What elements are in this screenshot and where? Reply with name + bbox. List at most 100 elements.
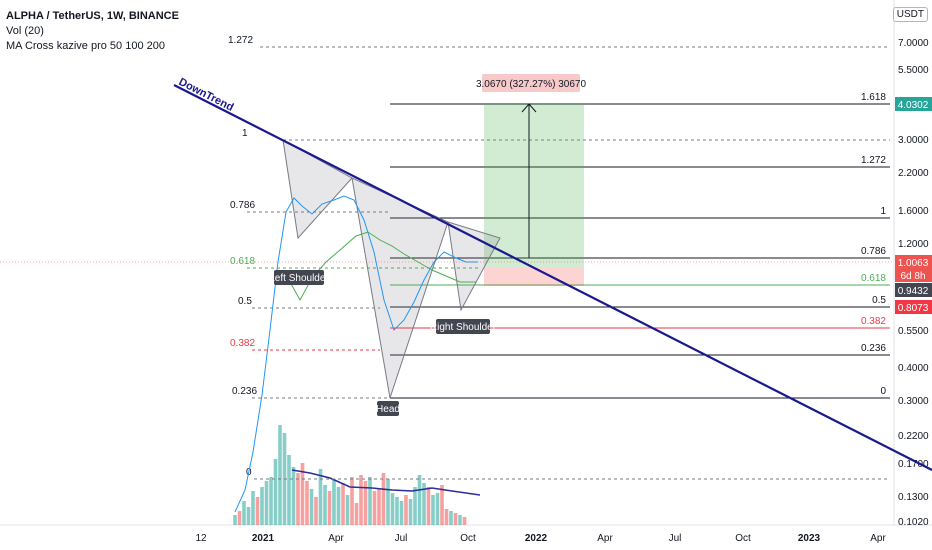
price-tick-label: 7.0000 [898, 38, 929, 49]
volume-bar [453, 513, 458, 525]
volume-ma-line [291, 469, 481, 496]
volume-bar [264, 481, 269, 525]
volume-bar [233, 515, 237, 525]
time-tick-label: 12 [195, 533, 207, 544]
volume-bar [309, 489, 314, 525]
stop-loss-zone [484, 267, 584, 286]
fib-left-level-label: 1.272 [228, 35, 253, 46]
head-label-box [377, 401, 399, 416]
volume-bar [291, 467, 296, 525]
volume-bar [255, 497, 260, 525]
fib-left-level-label: 0.382 [230, 338, 255, 349]
volume-bar [323, 485, 327, 525]
time-tick-label: Jul [395, 533, 408, 544]
fib-right-level-label: 0.786 [861, 246, 886, 257]
price-tick-label: 2.2000 [898, 168, 929, 179]
volume-bar [327, 491, 332, 525]
price-badge-label: 0.9432 [898, 286, 929, 297]
time-tick-label: Apr [597, 533, 613, 544]
volume-bar [404, 495, 408, 525]
price-badge [895, 283, 932, 297]
volume-bar [350, 477, 354, 525]
volume-bar [359, 475, 363, 525]
price-tick-label: 0.4000 [898, 363, 929, 374]
fib-right-level-label: 0.382 [861, 316, 886, 327]
symbol-title[interactable]: ALPHA / TetherUS, 1W, BINANCE [6, 10, 179, 22]
volume-bar [444, 509, 449, 525]
time-tick-label: Oct [735, 533, 751, 544]
price-tick-label: 0.1300 [898, 492, 929, 503]
price-tick-label: 1.2000 [898, 239, 929, 250]
volume-bar [422, 483, 426, 525]
fib-right-level-label: 0.618 [861, 273, 886, 284]
target-profit-zone [484, 104, 584, 267]
price-tick-label: 3.0000 [898, 135, 929, 146]
currency-button[interactable]: USDT [892, 7, 928, 22]
volume-bar [372, 491, 377, 525]
volume-bar [332, 479, 336, 525]
fib-right-level-label: 0 [880, 386, 886, 397]
price-badge-label: 0.8073 [898, 303, 929, 314]
volume-bar [341, 483, 345, 525]
volume-bar [246, 507, 251, 525]
left-shoulder-label: Left Shoulder [269, 273, 329, 284]
ma-cross-indicator-label[interactable]: MA Cross kazive pro 50 100 200 [6, 40, 165, 52]
volume-bar [318, 469, 323, 525]
target-label-text: 3.0670 (327.27%) 30670 [476, 79, 587, 90]
fib-right-level-label: 0.236 [861, 343, 886, 354]
volume-bar [296, 473, 300, 525]
volume-bar [305, 481, 309, 525]
volume-bar [300, 463, 305, 525]
price-tick-label: 1.6000 [898, 206, 929, 217]
volume-bar [251, 491, 255, 525]
volume-bar [314, 497, 318, 525]
volume-bar [269, 477, 273, 525]
fib-left-level-label: 0.786 [230, 200, 255, 211]
volume-bar [377, 489, 381, 525]
volume-bar [336, 487, 341, 525]
downtrend-line [173, 84, 932, 471]
time-tick-label: Apr [328, 533, 344, 544]
volume-bar [386, 479, 390, 525]
price-badge [895, 268, 932, 282]
volume-bar [426, 487, 431, 525]
volume-bar [242, 501, 246, 525]
time-tick-label: Jul [669, 533, 682, 544]
volume-bar [395, 497, 399, 525]
volume-bar [440, 485, 444, 525]
price-badge [895, 97, 932, 111]
time-tick-label: 2023 [798, 533, 821, 544]
price-tick-label: 0.5500 [898, 326, 929, 337]
fib-left-level-label: 0.618 [230, 256, 255, 267]
volume-bar [278, 425, 282, 525]
volume-bar [354, 503, 359, 525]
price-badge-label: 6d 8h [900, 271, 925, 282]
ma-fast-line [234, 195, 478, 513]
fib-left-level-label: 0.5 [238, 296, 252, 307]
fib-right-level-label: 0.5 [872, 295, 886, 306]
price-badge-label: 4.0302 [898, 100, 929, 111]
volume-bar [390, 493, 395, 525]
time-tick-label: 2022 [525, 533, 548, 544]
left-shoulder-triangle [282, 139, 353, 240]
volume-bar [260, 487, 264, 525]
volume-bar [381, 473, 386, 525]
head-label: Head [376, 404, 400, 415]
price-tick-label: 5.5000 [898, 65, 929, 76]
volume-bar [449, 511, 453, 525]
volume-bar [345, 495, 350, 525]
price-tick-label: 0.3000 [898, 396, 929, 407]
chart-legend: ALPHA / TetherUS, 1W, BINANCE Vol (20) M… [6, 9, 179, 54]
time-tick-label: 2021 [252, 533, 275, 544]
volume-bar [363, 481, 368, 525]
price-tick-label: 0.1700 [898, 459, 929, 470]
fib-left-level-label: 0.236 [232, 386, 257, 397]
downtrend-label: DownTrend [177, 76, 236, 114]
volume-bar [368, 477, 372, 525]
price-tick-label: 0.2200 [898, 431, 929, 442]
price-tick-label: 0.1020 [898, 517, 929, 528]
volume-indicator-label[interactable]: Vol (20) [6, 25, 44, 37]
price-badge-label: 1.0063 [898, 258, 929, 269]
volume-bar [408, 499, 413, 525]
